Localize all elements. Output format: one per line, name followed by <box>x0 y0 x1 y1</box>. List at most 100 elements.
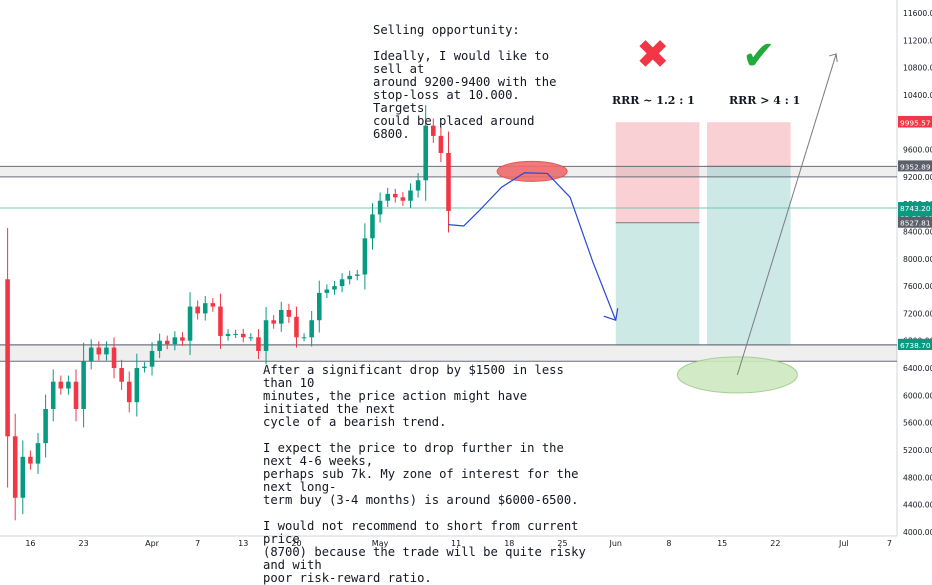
x-tick-label: 25 <box>557 539 567 548</box>
candle-body-11 <box>81 361 86 409</box>
candle-body-8 <box>58 381 64 389</box>
candle-body-6 <box>43 408 48 444</box>
x-tick-label: 15 <box>717 539 727 548</box>
candle-body-7 <box>50 381 56 409</box>
x-tick-label: 7 <box>195 539 200 548</box>
chart-area: 4000.00 4400.00 4800.00 5200.00 5600.00 6000.… <box>0 0 932 548</box>
x-tick-label: 23 <box>79 539 89 548</box>
candle-body-21 <box>157 340 162 351</box>
target-zone-1 <box>615 222 700 345</box>
projection-path <box>448 172 617 321</box>
y-tick-label: 9200.00 <box>903 173 932 182</box>
candle-body-18 <box>134 368 140 403</box>
candle-body-30 <box>225 333 231 336</box>
cross-icon: ✖ <box>636 32 670 78</box>
candle-body-1 <box>5 279 10 437</box>
candle-body-31 <box>233 333 238 335</box>
candle-body-36 <box>271 320 276 324</box>
candle-body-25 <box>187 306 193 341</box>
candle-body-58 <box>438 135 444 153</box>
price-tag-bg <box>898 216 932 228</box>
candle-body-41 <box>309 320 314 338</box>
price-tag-label: 9995.57 <box>900 119 931 128</box>
candle-body-27 <box>202 303 208 314</box>
long-term-arrowhead <box>829 53 838 63</box>
stop-zone-1 <box>615 122 700 223</box>
candle-body-47 <box>354 274 360 276</box>
candle-body-35 <box>263 320 269 351</box>
rrr-bad-label: RRR ~ 1.2 : 1 <box>612 94 695 107</box>
candle-body-49 <box>370 214 375 239</box>
price-chart: 4000.00 4400.00 4800.00 5200.00 5600.00 6000.… <box>0 0 932 548</box>
candle-body-45 <box>339 279 345 287</box>
y-tick-label: 10400.00 <box>903 91 932 100</box>
x-tick-label: 11 <box>451 539 461 548</box>
candle-body-40 <box>301 337 307 339</box>
y-tick-label: 11600.00 <box>903 9 932 18</box>
selling-opportunity-note: Selling opportunity: Ideally, I would li… <box>373 23 557 141</box>
candle-body-13 <box>96 347 102 355</box>
candle-body-38 <box>286 309 292 317</box>
price-tag-bg <box>898 202 932 214</box>
y-tick-label: 6000.00 <box>903 391 932 400</box>
candle-body-26 <box>195 306 200 314</box>
long-term-arrow-line <box>736 53 837 376</box>
candle-body-14 <box>104 347 109 355</box>
y-tick-label: 5600.00 <box>903 419 932 428</box>
candle-body-44 <box>332 286 337 290</box>
candle-body-59 <box>446 152 451 211</box>
x-tick-label: Apr <box>145 539 160 548</box>
y-tick-label: 9600.00 <box>903 146 932 155</box>
price-tag-label: 9352.89 <box>900 162 931 171</box>
y-tick-label: 8000.00 <box>903 255 932 264</box>
y-tick-label: 4000.00 <box>903 528 932 537</box>
candle-body-32 <box>240 333 246 338</box>
x-tick-label: 16 <box>25 539 35 548</box>
candle-body-57 <box>431 125 436 136</box>
candle-body-29 <box>218 306 223 336</box>
y-tick-label: 10800.00 <box>903 64 932 73</box>
stop-zone-2 <box>706 122 791 167</box>
candle-body-17 <box>126 381 132 403</box>
price-tag-label: 8743.20 <box>900 204 931 213</box>
x-tick-label: 18 <box>504 539 514 548</box>
rrr-good-label: RRR > 4 : 1 <box>729 94 801 107</box>
y-tick-label: 4400.00 <box>903 501 932 510</box>
support-band <box>0 344 897 362</box>
y-tick-label: 7200.00 <box>903 309 932 318</box>
candle-body-51 <box>385 193 390 201</box>
candle-body-48 <box>362 238 368 275</box>
candle-body-55 <box>415 180 421 191</box>
candle-body-39 <box>294 316 299 338</box>
y-tick-label: 7600.00 <box>903 282 932 291</box>
candle-body-54 <box>408 190 413 201</box>
candle-body-42 <box>316 292 322 321</box>
candle-body-4 <box>28 456 33 464</box>
sell-zone-marker <box>496 160 568 182</box>
candle-body-15 <box>111 347 117 369</box>
candle-body-23 <box>172 337 178 345</box>
candle-body-33 <box>248 337 254 339</box>
y-tick-label: 4800.00 <box>903 473 932 482</box>
candle-body-2 <box>12 436 18 498</box>
price-tag-label: 6738.70 <box>900 341 931 350</box>
candle-body-20 <box>149 350 155 367</box>
candle-body-43 <box>324 289 330 293</box>
x-tick-label: Jul <box>838 539 849 548</box>
x-tick-label: Jun <box>608 539 622 548</box>
y-tick-label: 5200.00 <box>903 446 932 455</box>
price-tag-label: 8527.81 <box>900 219 931 228</box>
candle-body-12 <box>88 347 94 362</box>
candle-body-52 <box>393 193 398 198</box>
candle-body-24 <box>180 337 185 341</box>
candle-body-19 <box>142 366 147 369</box>
checkmark-icon: ✔ <box>742 33 776 79</box>
price-tag-bg <box>898 338 932 350</box>
price-tag-bg <box>898 116 932 128</box>
candle-body-37 <box>278 309 284 324</box>
y-tick-label: 8400.00 <box>903 227 932 236</box>
candle-body-9 <box>66 381 71 389</box>
candle-body-3 <box>20 456 26 498</box>
candle-body-34 <box>256 337 261 351</box>
target-zone-2 <box>706 166 791 345</box>
